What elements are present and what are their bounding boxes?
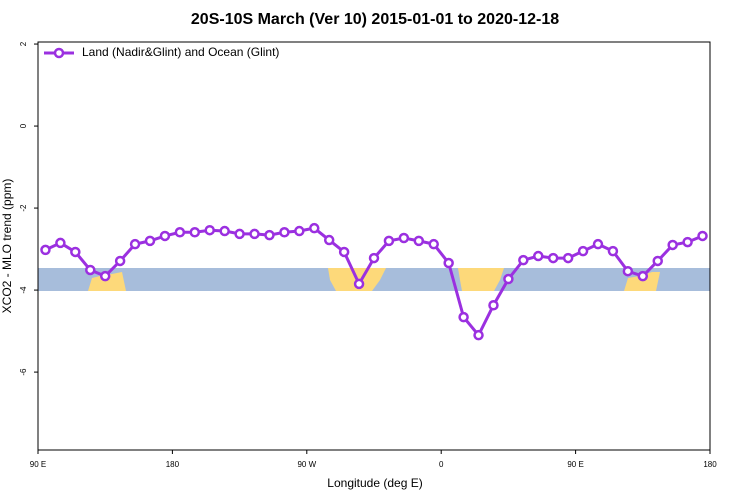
x-tick-label: 90 W	[297, 460, 316, 469]
data-point	[383, 235, 395, 247]
data-point	[144, 235, 156, 247]
map-band	[38, 268, 710, 291]
data-point	[473, 329, 484, 341]
data-point	[338, 246, 350, 258]
data-point	[547, 252, 559, 264]
data-point	[443, 257, 454, 269]
data-point	[622, 265, 634, 277]
data-point	[518, 254, 529, 266]
plot-frame	[37, 41, 711, 451]
data-point	[174, 227, 186, 238]
data-point	[353, 278, 365, 290]
x-tick-label: 0	[439, 460, 444, 469]
data-point	[413, 235, 425, 247]
data-point	[533, 250, 544, 262]
legend-label: Land (Nadir&Glint) and Ocean (Glint)	[82, 45, 279, 59]
data-point	[249, 228, 260, 240]
data-point	[592, 238, 604, 250]
data-point	[398, 232, 410, 244]
data-point	[114, 255, 126, 267]
x-tick-label: 180	[166, 460, 180, 469]
data-point	[562, 252, 574, 264]
data-point	[204, 224, 215, 236]
data-point	[159, 230, 171, 242]
y-tick-label: -2	[19, 204, 28, 212]
data-point	[488, 300, 499, 311]
data-point	[99, 270, 111, 282]
data-point	[652, 255, 663, 267]
data-point	[697, 230, 708, 242]
data-point	[129, 238, 141, 250]
data-point	[309, 222, 320, 234]
land-patch	[624, 272, 660, 291]
data-point	[323, 234, 335, 246]
data-point	[40, 244, 51, 256]
data-point	[219, 225, 230, 237]
data-point	[368, 252, 380, 264]
y-tick-label: -4	[19, 286, 28, 294]
data-point	[458, 311, 469, 323]
data-point	[189, 227, 201, 238]
land-patch	[458, 268, 504, 291]
data-point	[682, 236, 693, 248]
data-point	[85, 264, 96, 276]
data-point	[577, 245, 589, 257]
x-axis-label: Longitude (deg E)	[327, 476, 422, 490]
chart-title: 20S-10S March (Ver 10) 2015-01-01 to 202…	[191, 11, 559, 28]
y-tick-label: 2	[19, 41, 28, 46]
data-point	[503, 273, 514, 285]
y-tick-label: -6	[19, 368, 28, 376]
data-point	[55, 237, 66, 249]
land-patch	[88, 272, 126, 291]
data-point	[637, 270, 649, 282]
y-tick-label: 0	[19, 123, 28, 128]
data-point	[279, 227, 290, 238]
x-tick-label: 90 E	[567, 460, 583, 469]
data-point	[607, 245, 619, 257]
data-point	[70, 246, 81, 258]
y-axis-label: XCO2 - MLO trend (ppm)	[0, 179, 14, 314]
data-point	[428, 238, 439, 250]
data-point	[264, 229, 275, 241]
data-point	[234, 228, 245, 240]
legend-marker	[53, 47, 65, 59]
x-tick-label: 180	[703, 460, 717, 469]
data-point	[294, 225, 305, 237]
data-point	[667, 239, 678, 251]
x-tick-label: 90 E	[30, 460, 46, 469]
